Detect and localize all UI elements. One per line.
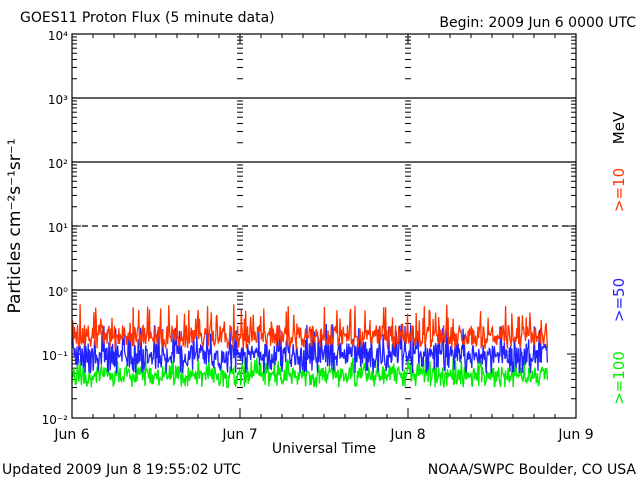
y-tick-label: 10¹ (48, 221, 68, 235)
y-tick-label: 10³ (48, 93, 68, 107)
y-tick-label: 10⁰ (48, 285, 68, 299)
chart-title: GOES11 Proton Flux (5 minute data) (20, 10, 275, 26)
y-tick-label: 10⁻² (42, 413, 69, 427)
source-label: NOAA/SWPC Boulder, CO USA (428, 462, 637, 478)
y-axis-label: Particles cm⁻²s⁻¹sr⁻¹ (5, 138, 25, 313)
x-tick-label: Jun 9 (557, 427, 593, 443)
x-axis-label: Universal Time (272, 441, 376, 457)
begin-label: Begin: 2009 Jun 6 0000 UTC (439, 15, 636, 31)
series-line-ge100 (71, 356, 549, 389)
series-layer (71, 304, 549, 389)
series-line-ge10 (71, 304, 549, 349)
legend-entry: >=10 (610, 168, 628, 212)
y-tick-labels: 10⁻² 10⁻¹ 10⁰ 10¹ 10² 10³ 10⁴ (42, 29, 69, 427)
legend-unit-label: MeV (610, 111, 628, 144)
y-tick-label: 10⁴ (48, 29, 68, 43)
x-tick-label: Jun 7 (221, 427, 257, 443)
x-tick-labels: Jun 6 Jun 7 Jun 8 Jun 9 (53, 427, 593, 443)
legend-entry: >=50 (610, 278, 628, 322)
series-line-ge50 (71, 323, 549, 374)
plot-frame (71, 33, 577, 419)
legend-entry: >=100 (610, 351, 628, 405)
y-tick-label: 10² (48, 157, 68, 171)
x-tick-label: Jun 6 (53, 427, 89, 443)
updated-label: Updated 2009 Jun 8 19:55:02 UTC (2, 462, 241, 478)
x-tick-label: Jun 8 (389, 427, 425, 443)
y-tick-label: 10⁻¹ (42, 349, 69, 363)
legend: >=10 >=50 >=100 MeV (610, 111, 628, 405)
